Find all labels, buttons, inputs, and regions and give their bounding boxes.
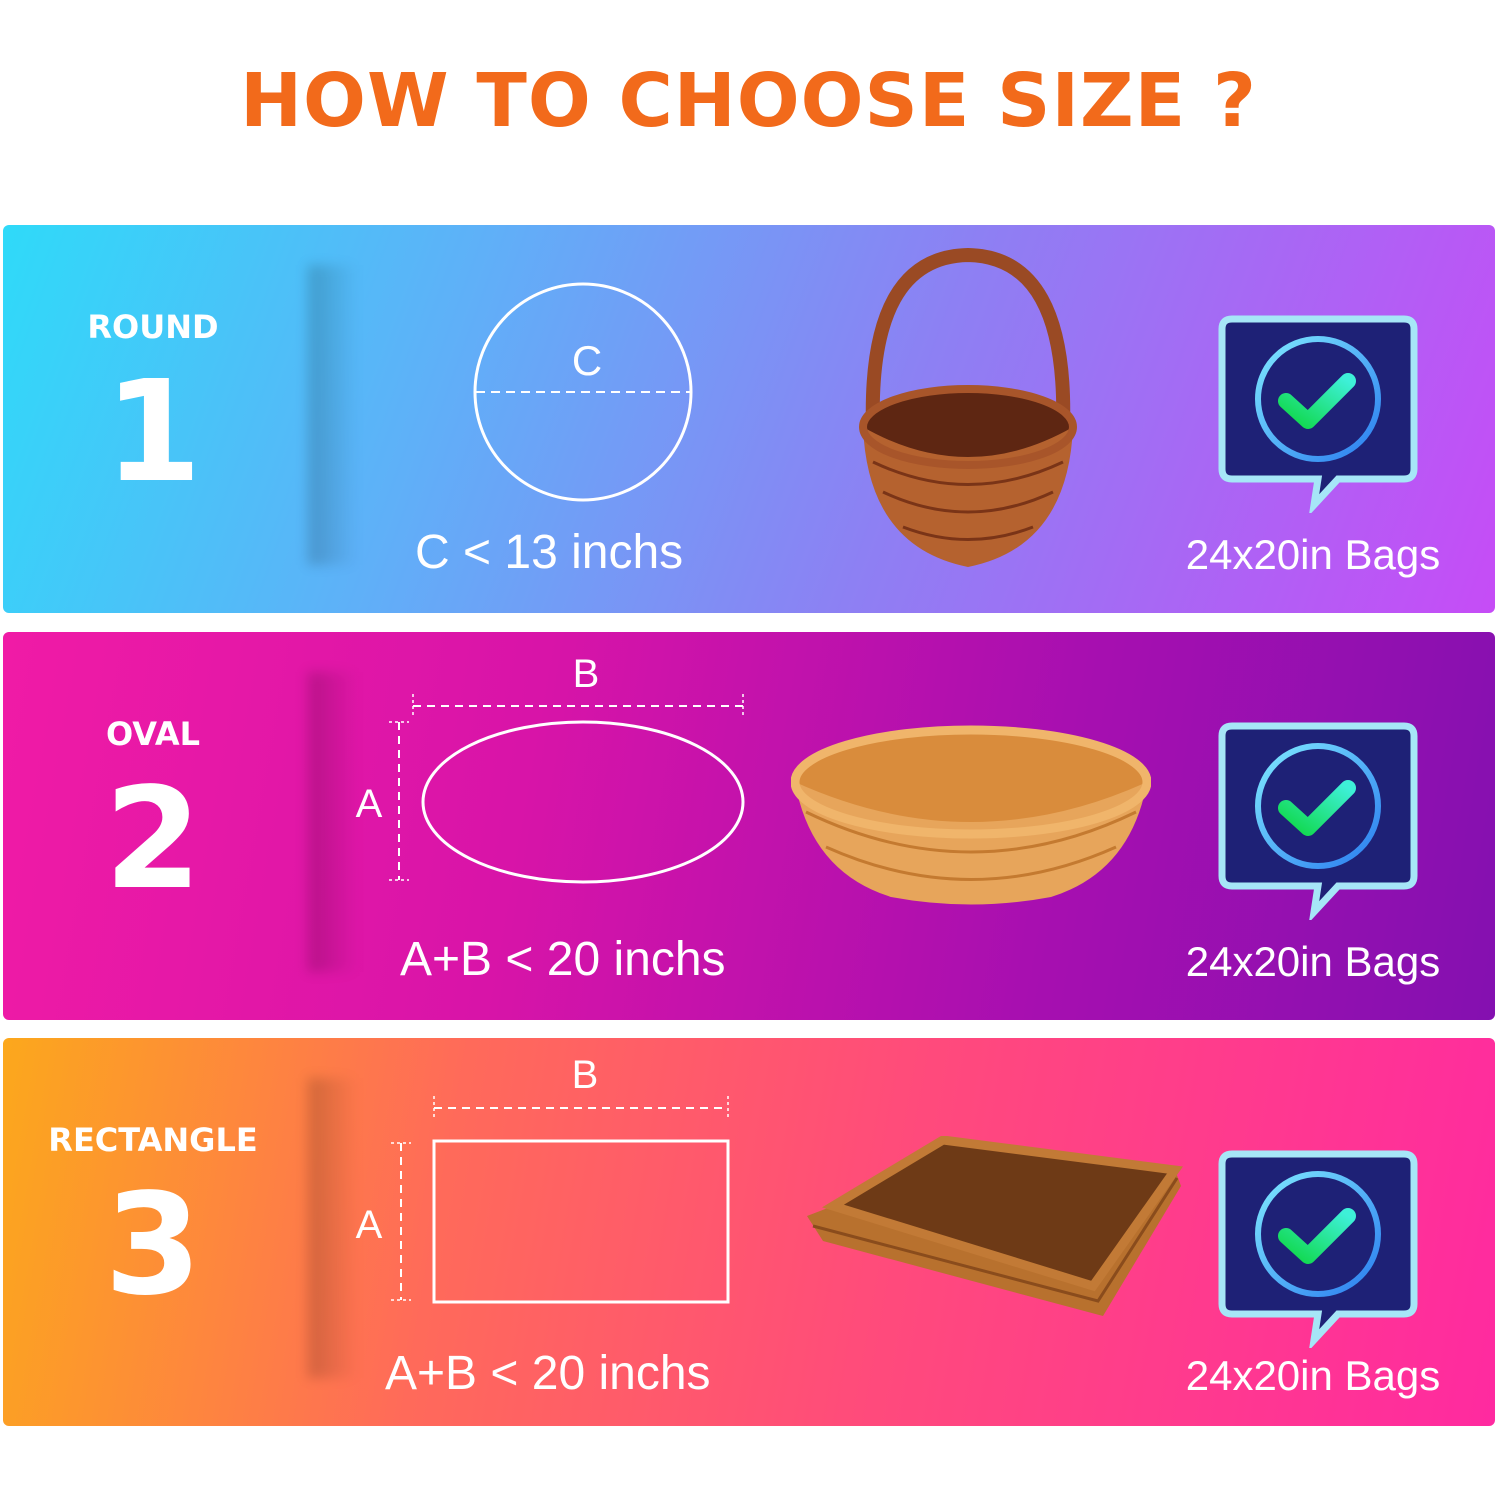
rectangle-outline [432, 1139, 730, 1304]
panel-label-block: ROUND 1 [3, 225, 308, 613]
dim-label-b: B [572, 1053, 599, 1097]
bag-size-label: 24x20in Bags [1185, 938, 1441, 985]
check-speech-bubble-icon [1218, 1148, 1418, 1348]
panel-label-block: OVAL 2 [3, 632, 308, 1020]
panel-label-block: RECTANGLE 3 [3, 1038, 308, 1426]
panel-oval: OVAL 2 B A A+B < 20 inchs 24x20in Bags [3, 632, 1495, 1020]
dim-label-a: A [356, 1203, 383, 1247]
dim-label-a: A [356, 782, 383, 826]
shape-kind-label: RECTANGLE [48, 1121, 258, 1159]
size-formula: A+B < 20 inchs [385, 1347, 711, 1400]
check-speech-bubble-icon [1218, 313, 1418, 513]
bag-size-label: 24x20in Bags [1185, 531, 1441, 578]
divider-shadow [308, 672, 358, 972]
oval-dimension-diagram: B A [356, 652, 745, 884]
step-number: 1 [104, 351, 202, 514]
oval-outline [421, 720, 745, 884]
oval-basket-image [791, 725, 1151, 905]
dim-label-b: B [573, 652, 600, 696]
panel-round: ROUND 1 C C < 13 inchs 24x20in Bags [3, 225, 1495, 613]
divider-shadow [308, 265, 358, 565]
round-dimension-diagram: C [473, 282, 693, 502]
size-formula: A+B < 20 inchs [400, 933, 726, 986]
divider-shadow [308, 1078, 358, 1378]
panel-rectangle: RECTANGLE 3 B A A+B < 20 inchs 24x20in B… [3, 1038, 1495, 1426]
rectangle-dimension-diagram: B A [356, 1053, 730, 1304]
shape-kind-label: ROUND [87, 308, 219, 346]
step-number: 2 [104, 758, 202, 921]
rectangle-basket-image [807, 1136, 1183, 1316]
size-formula: C < 13 inchs [415, 526, 684, 579]
check-speech-bubble-icon [1218, 720, 1418, 920]
dim-label-c: C [572, 337, 602, 384]
round-basket-image [859, 247, 1077, 567]
circle-outline [473, 282, 693, 502]
page-title: HOW TO CHOOSE SIZE ? [240, 58, 1257, 144]
shape-kind-label: OVAL [105, 715, 201, 753]
step-number: 3 [104, 1164, 202, 1327]
bag-size-label: 24x20in Bags [1185, 1352, 1441, 1399]
